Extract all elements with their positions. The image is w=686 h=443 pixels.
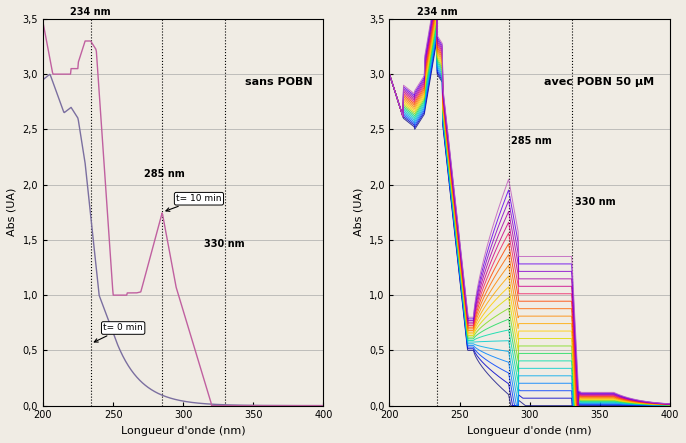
- Text: 330 nm: 330 nm: [575, 197, 615, 207]
- Text: 330 nm: 330 nm: [204, 239, 245, 249]
- X-axis label: Longueur d'onde (nm): Longueur d'onde (nm): [467, 426, 592, 436]
- X-axis label: Longueur d'onde (nm): Longueur d'onde (nm): [121, 426, 246, 436]
- Text: sans POBN: sans POBN: [245, 77, 313, 87]
- Text: 234 nm: 234 nm: [417, 7, 458, 17]
- Text: 234 nm: 234 nm: [71, 7, 111, 17]
- Text: avec POBN 50 μM: avec POBN 50 μM: [544, 77, 654, 87]
- Y-axis label: Abs (UA): Abs (UA): [7, 188, 17, 237]
- Text: 285 nm: 285 nm: [144, 169, 185, 179]
- Y-axis label: Abs (UA): Abs (UA): [353, 188, 364, 237]
- Text: 285 nm: 285 nm: [512, 136, 552, 146]
- Text: t= 0 min: t= 0 min: [94, 323, 143, 342]
- Text: t= 10 min: t= 10 min: [166, 194, 222, 211]
